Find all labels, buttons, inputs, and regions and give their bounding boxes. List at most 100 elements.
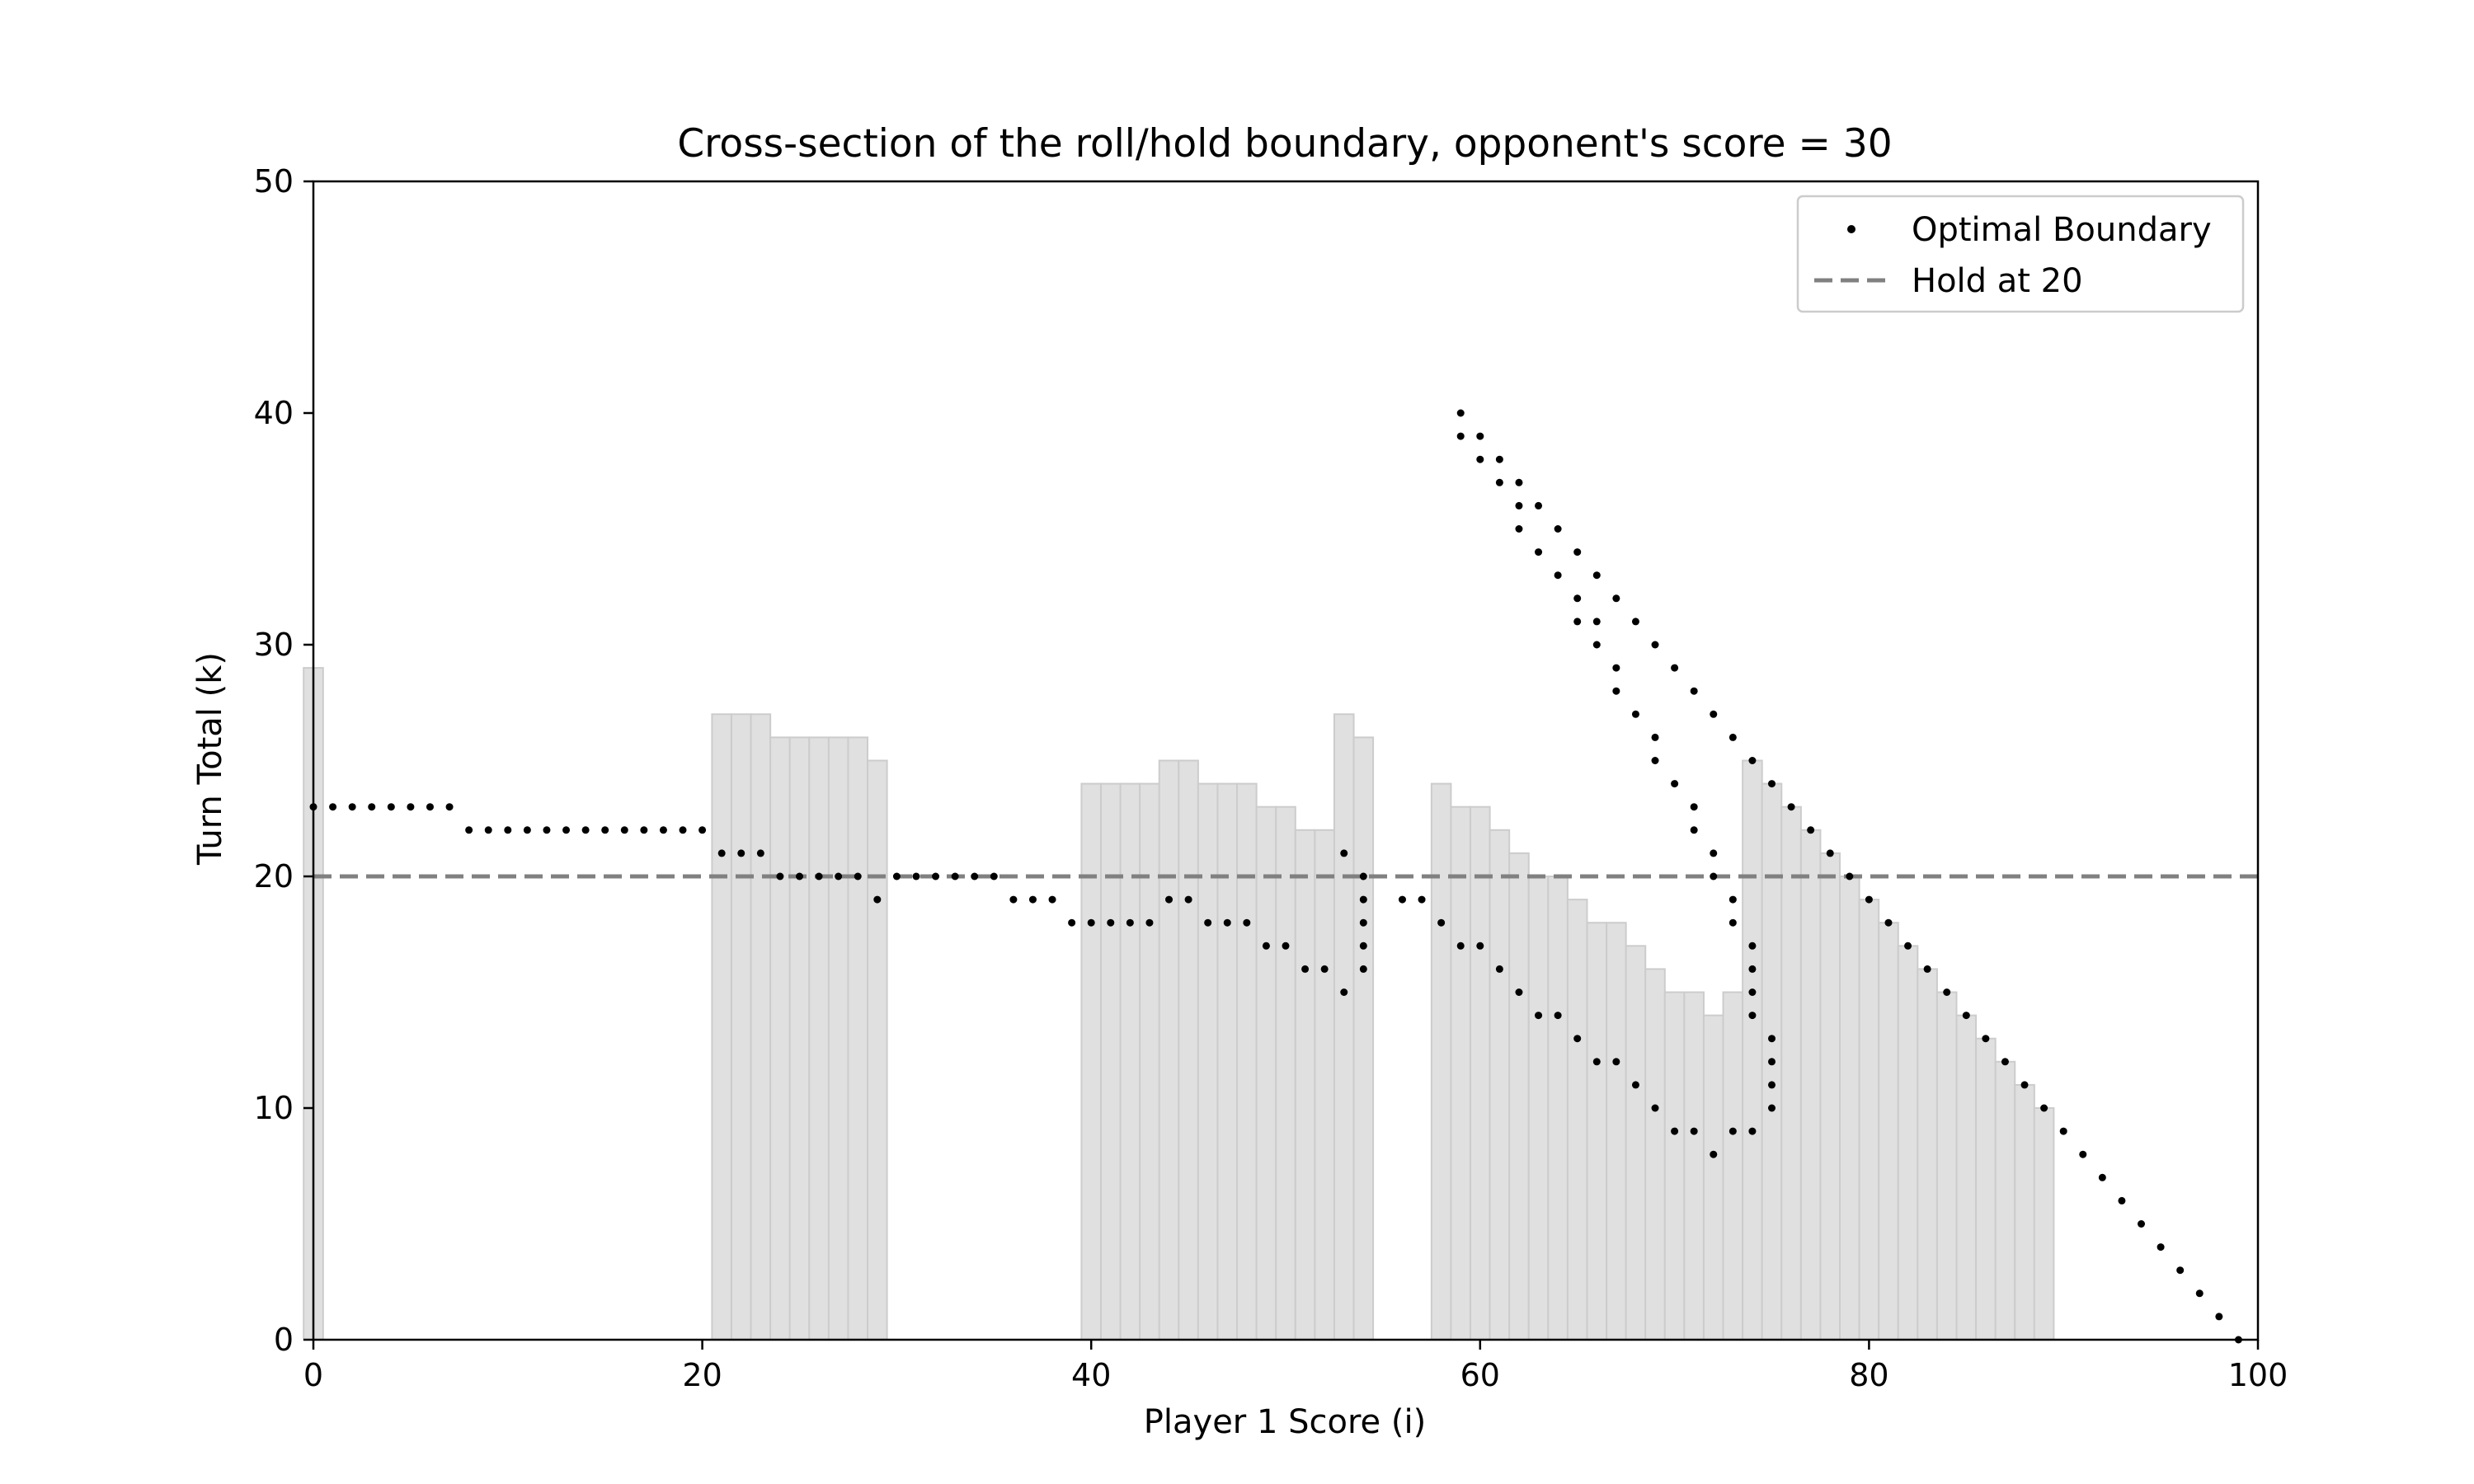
boundary-point-48	[1243, 918, 1251, 927]
boundary-point-92	[1495, 478, 1503, 486]
boundary-point-46	[1204, 918, 1212, 927]
legend-box	[1796, 195, 2245, 313]
boundary-point-144	[2118, 1196, 2126, 1205]
optimal-boundary-points	[309, 409, 2242, 1344]
boundary-point-134	[1923, 965, 1931, 973]
bar-67	[1606, 922, 1627, 1341]
boundary-point-122	[1729, 733, 1737, 741]
y-tick-label-20: 20	[254, 858, 294, 895]
boundary-point-129	[1826, 849, 1834, 857]
x-tick-label-60: 60	[1460, 1357, 1500, 1393]
boundary-point-3	[368, 803, 376, 811]
bar-79	[1839, 876, 1860, 1341]
boundary-point-22	[737, 849, 745, 857]
bar-47	[1216, 782, 1239, 1341]
boundary-point-87	[1456, 409, 1465, 417]
boundary-point-25	[796, 872, 803, 881]
boundary-point-142	[2079, 1150, 2087, 1158]
boundary-point-121	[1710, 872, 1718, 881]
boundary-point-23	[756, 849, 764, 857]
bar-73	[1722, 991, 1744, 1341]
boundary-point-102	[1573, 594, 1582, 603]
boundary-point-8	[465, 826, 473, 834]
bar-50	[1275, 805, 1296, 1341]
boundary-point-49	[1262, 942, 1270, 950]
boundary-point-145	[2138, 1220, 2146, 1228]
x-tick-label-20: 20	[682, 1357, 722, 1393]
bar-65	[1566, 899, 1588, 1341]
bar-42	[1119, 782, 1141, 1341]
boundary-point-13	[562, 826, 571, 834]
boundary-point-50	[1282, 942, 1290, 950]
boundary-point-68	[1554, 1012, 1562, 1020]
boundary-point-41	[1107, 918, 1115, 927]
boundary-point-119	[1710, 710, 1718, 718]
boundary-point-107	[1612, 664, 1620, 672]
boundary-point-101	[1573, 618, 1582, 626]
boundary-point-139	[2020, 1081, 2029, 1089]
boundary-point-52	[1320, 965, 1329, 973]
bar-81	[1878, 922, 1899, 1341]
boundary-point-27	[835, 872, 843, 881]
boundary-point-103	[1592, 571, 1601, 580]
bar-69	[1644, 968, 1666, 1341]
boundary-point-1	[329, 803, 337, 811]
boundary-point-110	[1631, 710, 1639, 718]
boundary-point-143	[2098, 1173, 2106, 1181]
boundary-point-44	[1165, 895, 1174, 904]
boundary-point-9	[484, 826, 492, 834]
boundary-point-64	[1476, 942, 1484, 950]
boundary-point-30	[892, 872, 901, 881]
boundary-point-62	[1437, 918, 1446, 927]
bar-80	[1858, 899, 1880, 1341]
boundary-point-140	[2040, 1104, 2048, 1112]
boundary-point-86	[1768, 1035, 1776, 1043]
bar-49	[1255, 805, 1277, 1341]
boundary-point-116	[1690, 687, 1698, 695]
legend-label-hold-at-20: Hold at 20	[1912, 262, 2083, 300]
bar-28	[847, 736, 869, 1341]
plot-area-frame	[312, 180, 2260, 1341]
y-tick-label-0: 0	[274, 1322, 294, 1358]
boundary-point-16	[620, 826, 628, 834]
boundary-point-77	[1729, 1127, 1737, 1135]
boundary-point-26	[815, 872, 823, 881]
boundary-point-95	[1515, 525, 1523, 533]
boundary-point-10	[504, 826, 512, 834]
boundary-point-96	[1535, 501, 1543, 510]
bar-71	[1683, 991, 1705, 1341]
bar-27	[827, 736, 849, 1341]
boundary-point-117	[1690, 803, 1698, 811]
boundary-point-34	[971, 872, 979, 881]
boundary-point-67	[1535, 1012, 1543, 1020]
boundary-point-97	[1535, 548, 1543, 556]
boundary-point-6	[426, 803, 434, 811]
boundary-point-106	[1612, 594, 1620, 603]
boundary-point-136	[1962, 1012, 1970, 1020]
boundary-point-75	[1690, 1127, 1698, 1135]
boundary-point-29	[873, 895, 882, 904]
boundary-point-104	[1592, 641, 1601, 649]
boundary-point-118	[1690, 826, 1698, 834]
x-tick-label-40: 40	[1071, 1357, 1111, 1393]
bar-51	[1294, 829, 1316, 1341]
bar-21	[711, 713, 732, 1341]
boundary-point-65	[1495, 965, 1503, 973]
boundary-point-127	[1787, 803, 1795, 811]
boundary-point-51	[1301, 965, 1310, 973]
boundary-point-58	[1359, 895, 1367, 904]
bar-78	[1819, 852, 1841, 1341]
boundary-point-33	[951, 872, 959, 881]
boundary-point-63	[1456, 942, 1465, 950]
bar-41	[1099, 782, 1122, 1341]
y-axis-ticks: 0 10 20 30 40 50	[254, 163, 313, 1358]
boundary-point-137	[1982, 1035, 1990, 1043]
bar-46	[1197, 782, 1219, 1341]
bar-23	[750, 713, 772, 1341]
boundary-point-36	[1009, 895, 1018, 904]
bar-26	[808, 736, 830, 1341]
boundary-point-128	[1807, 826, 1815, 834]
boundary-point-148	[2195, 1289, 2204, 1298]
boundary-point-91	[1495, 455, 1503, 463]
